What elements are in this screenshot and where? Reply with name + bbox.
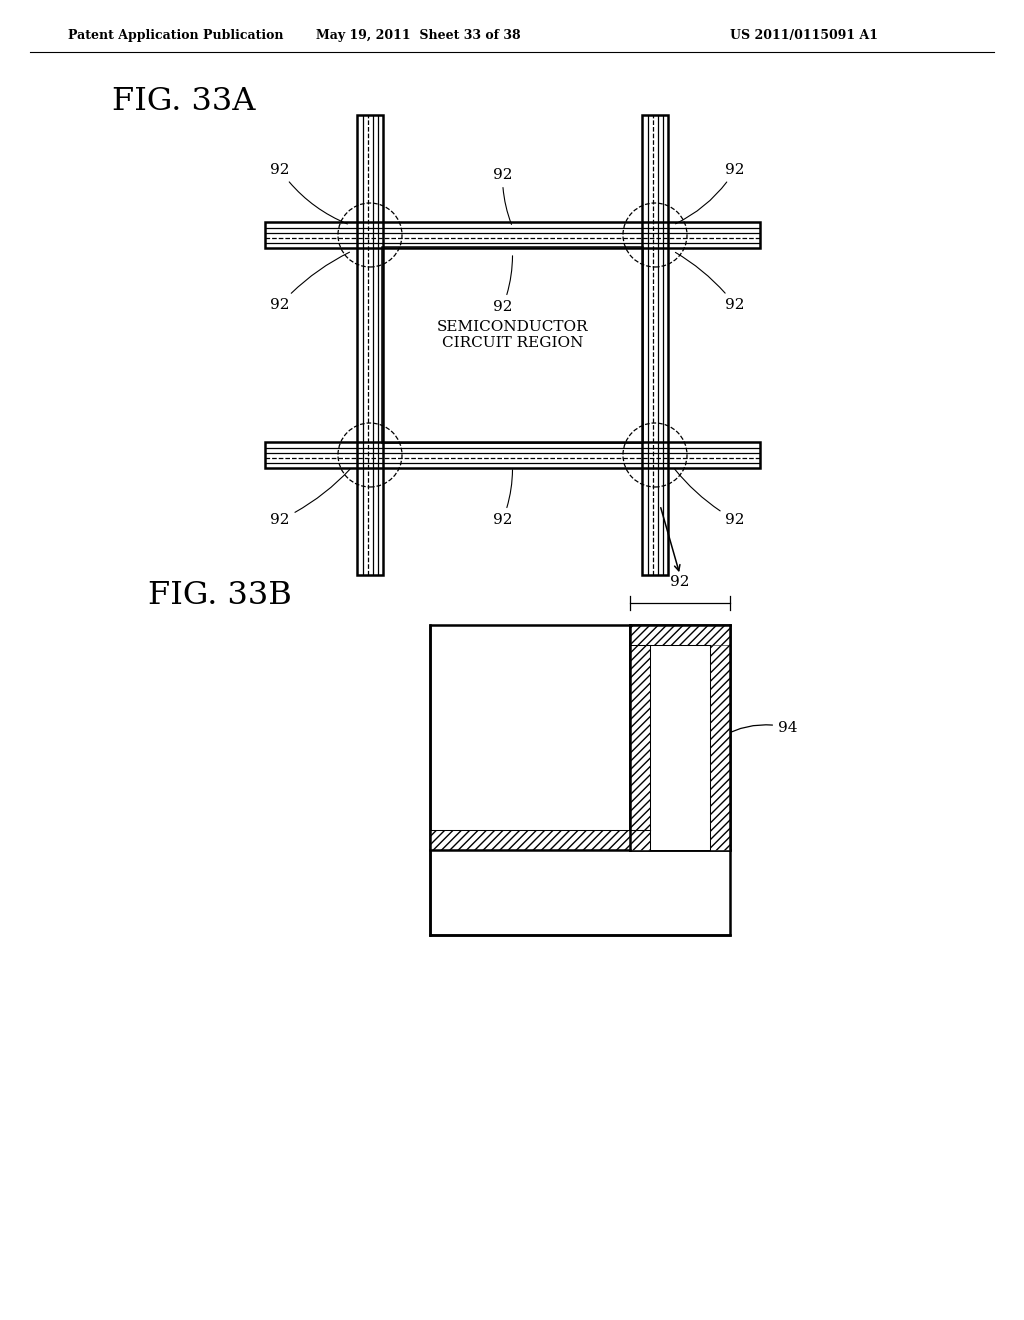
Text: FIG. 33B: FIG. 33B	[148, 579, 292, 610]
Polygon shape	[650, 645, 710, 850]
Bar	[642, 115, 668, 576]
Text: 92: 92	[270, 469, 350, 527]
Text: 92: 92	[270, 162, 347, 224]
Bar	[265, 222, 760, 248]
Bar	[630, 624, 650, 830]
Bar	[357, 115, 383, 576]
Text: 92: 92	[676, 162, 744, 224]
Bar	[630, 624, 730, 645]
Text: 92: 92	[493, 168, 512, 224]
Text: Patent Application Publication: Patent Application Publication	[68, 29, 284, 41]
Text: 92: 92	[675, 469, 744, 527]
Text: May 19, 2011  Sheet 33 of 38: May 19, 2011 Sheet 33 of 38	[315, 29, 520, 41]
Bar	[382, 247, 643, 444]
Text: 92: 92	[493, 256, 513, 314]
Bar	[265, 442, 760, 469]
Polygon shape	[430, 624, 730, 935]
Text: 94: 94	[722, 721, 798, 737]
Bar	[710, 624, 730, 850]
Text: 92: 92	[671, 576, 690, 589]
Text: US 2011/0115091 A1: US 2011/0115091 A1	[730, 29, 878, 41]
Text: FIG. 33A: FIG. 33A	[112, 87, 256, 117]
Text: 92: 92	[493, 470, 512, 527]
Bar	[430, 830, 650, 850]
Bar	[630, 624, 730, 850]
Text: 92: 92	[270, 252, 349, 312]
Text: 92: 92	[676, 252, 744, 312]
Text: SEMICONDUCTOR
CIRCUIT REGION: SEMICONDUCTOR CIRCUIT REGION	[436, 319, 589, 350]
